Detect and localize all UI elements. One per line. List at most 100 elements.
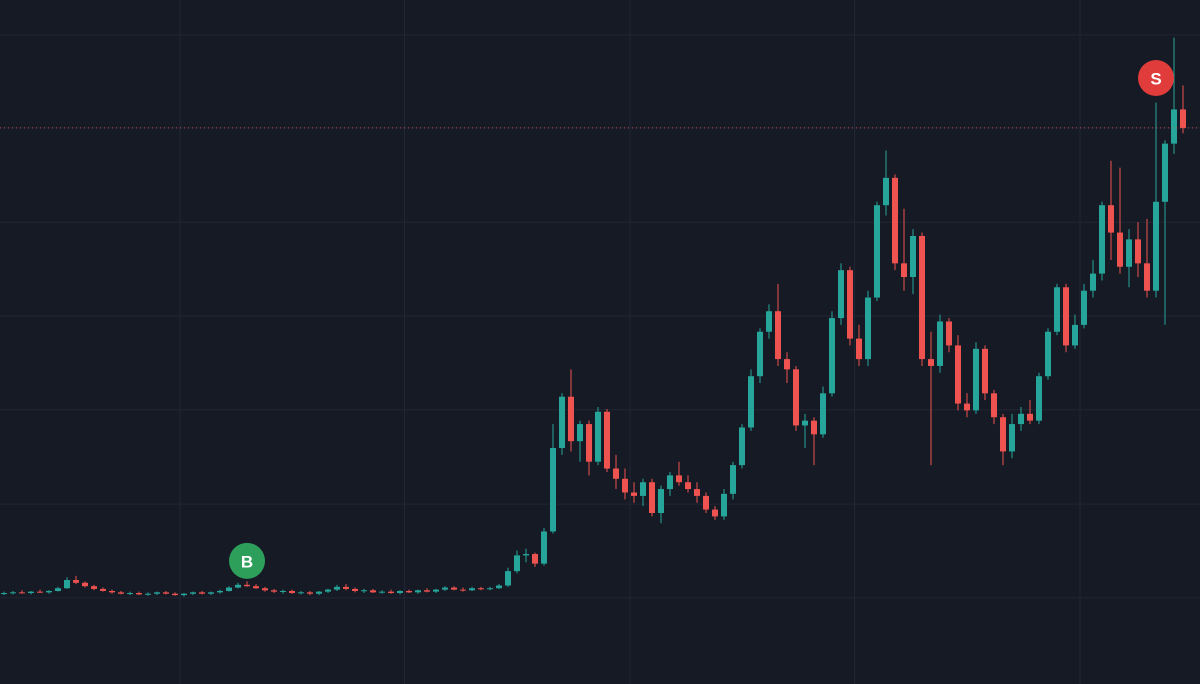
candle-body [1,593,7,595]
candle-body [379,591,385,593]
candle-body [433,589,439,592]
candle-body [28,591,34,594]
candle-body [145,593,151,595]
candle-body [838,270,844,319]
candle-body [1153,201,1159,291]
candle-body [271,590,277,592]
candle-body [541,531,547,564]
candle-body [181,593,187,596]
candle-body [811,420,817,435]
candle-body [64,580,70,589]
candle-body [676,475,682,483]
candle-body [352,588,358,591]
candle-body [361,590,367,592]
candle-body [721,493,727,517]
candle-body [1036,376,1042,421]
candle-body [604,411,610,469]
candle-body [325,589,331,592]
candle-body [532,554,538,564]
candle-body [307,592,313,594]
candle-body [1108,205,1114,233]
candle-body [1117,232,1123,267]
candle-body [388,591,394,594]
candle-body [109,590,115,593]
candle-body [1009,424,1015,452]
candle-body [199,592,205,594]
candle-body [892,177,898,264]
candle-body [712,509,718,517]
candle-body [1018,413,1024,425]
candle-body [55,588,61,591]
candle-body [73,580,79,583]
candle-body [577,424,583,442]
candle-body [820,393,826,435]
candle-body [1126,239,1132,267]
candle-body [235,584,241,588]
candle-body [244,584,250,587]
candle-body [937,321,943,366]
candle-body [739,427,745,466]
candle-body [208,592,214,594]
trade-marker [229,542,265,579]
candle-body [991,393,997,418]
candle-body [118,592,124,594]
candle-body [1045,331,1051,377]
candle-body [190,592,196,594]
candle-body [658,489,664,513]
candle-body [280,590,286,592]
candle-body [793,369,799,426]
candle-body [856,338,862,360]
candle-body [919,235,925,360]
candle-body [910,235,916,278]
candle-body [91,586,97,589]
candle-body [964,403,970,411]
candle-body [649,482,655,513]
candle-body [154,592,160,594]
candle-body [550,448,556,532]
candle-body [226,587,232,591]
candle-body [613,468,619,479]
candle-body [640,482,646,496]
candle-body [928,359,934,366]
candle-body [253,586,259,589]
candle-body [1072,324,1078,346]
candle-body [982,348,988,394]
candle-body [163,592,169,594]
candle-body [451,587,457,590]
candle-body [1054,287,1060,332]
candle-body [298,592,304,594]
candle-body [262,588,268,591]
candle-body [289,590,295,594]
candle-body [343,586,349,589]
candle-body [505,571,511,586]
candle-body [703,495,709,510]
candle-body [442,587,448,590]
candle-body [172,593,178,596]
candle-body [775,311,781,360]
candle-body [460,589,466,591]
candle-body [757,331,763,377]
candle-body [46,590,52,593]
candle-body [667,475,673,490]
candle-body [568,396,574,442]
trade-marker [1138,59,1174,96]
candle-body [586,424,592,462]
trade-marker-label: B [241,552,253,571]
candle-body [10,592,16,594]
candle-body [973,348,979,411]
candle-body [19,592,25,594]
candle-body [1027,413,1033,421]
candle-body [631,492,637,496]
candle-body [730,465,736,494]
candle-body [316,591,322,594]
candle-body [370,590,376,593]
candle-body [946,321,952,346]
candle-body [82,582,88,587]
candle-body [415,590,421,593]
candle-body [622,478,628,493]
candle-body [523,554,529,556]
candle-body [865,297,871,360]
candle-body [784,359,790,370]
